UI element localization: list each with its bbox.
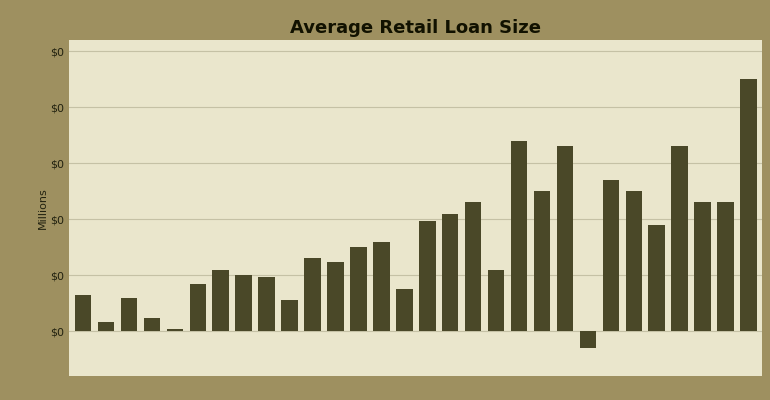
Bar [603, 180, 619, 331]
Bar [580, 331, 596, 348]
Bar [75, 295, 92, 331]
Bar [442, 214, 458, 331]
Bar [121, 298, 137, 331]
Bar [98, 322, 114, 331]
Bar [189, 284, 206, 331]
Bar [327, 262, 343, 331]
Bar [419, 222, 436, 331]
Bar [648, 225, 665, 331]
Bar [695, 202, 711, 331]
Bar [534, 191, 551, 331]
Y-axis label: Millions: Millions [38, 187, 48, 229]
Bar [557, 146, 573, 331]
Bar [671, 146, 688, 331]
Bar [259, 278, 275, 331]
Bar [213, 270, 229, 331]
Bar [281, 300, 298, 331]
Title: Average Retail Loan Size: Average Retail Loan Size [290, 19, 541, 37]
Bar [740, 79, 757, 331]
Bar [511, 141, 527, 331]
Bar [718, 202, 734, 331]
Bar [144, 318, 160, 331]
Bar [373, 242, 390, 331]
Bar [350, 247, 367, 331]
Bar [236, 275, 252, 331]
Bar [396, 289, 413, 331]
Bar [488, 270, 504, 331]
Bar [304, 258, 321, 331]
Bar [166, 329, 183, 331]
Bar [465, 202, 481, 331]
Bar [625, 191, 642, 331]
